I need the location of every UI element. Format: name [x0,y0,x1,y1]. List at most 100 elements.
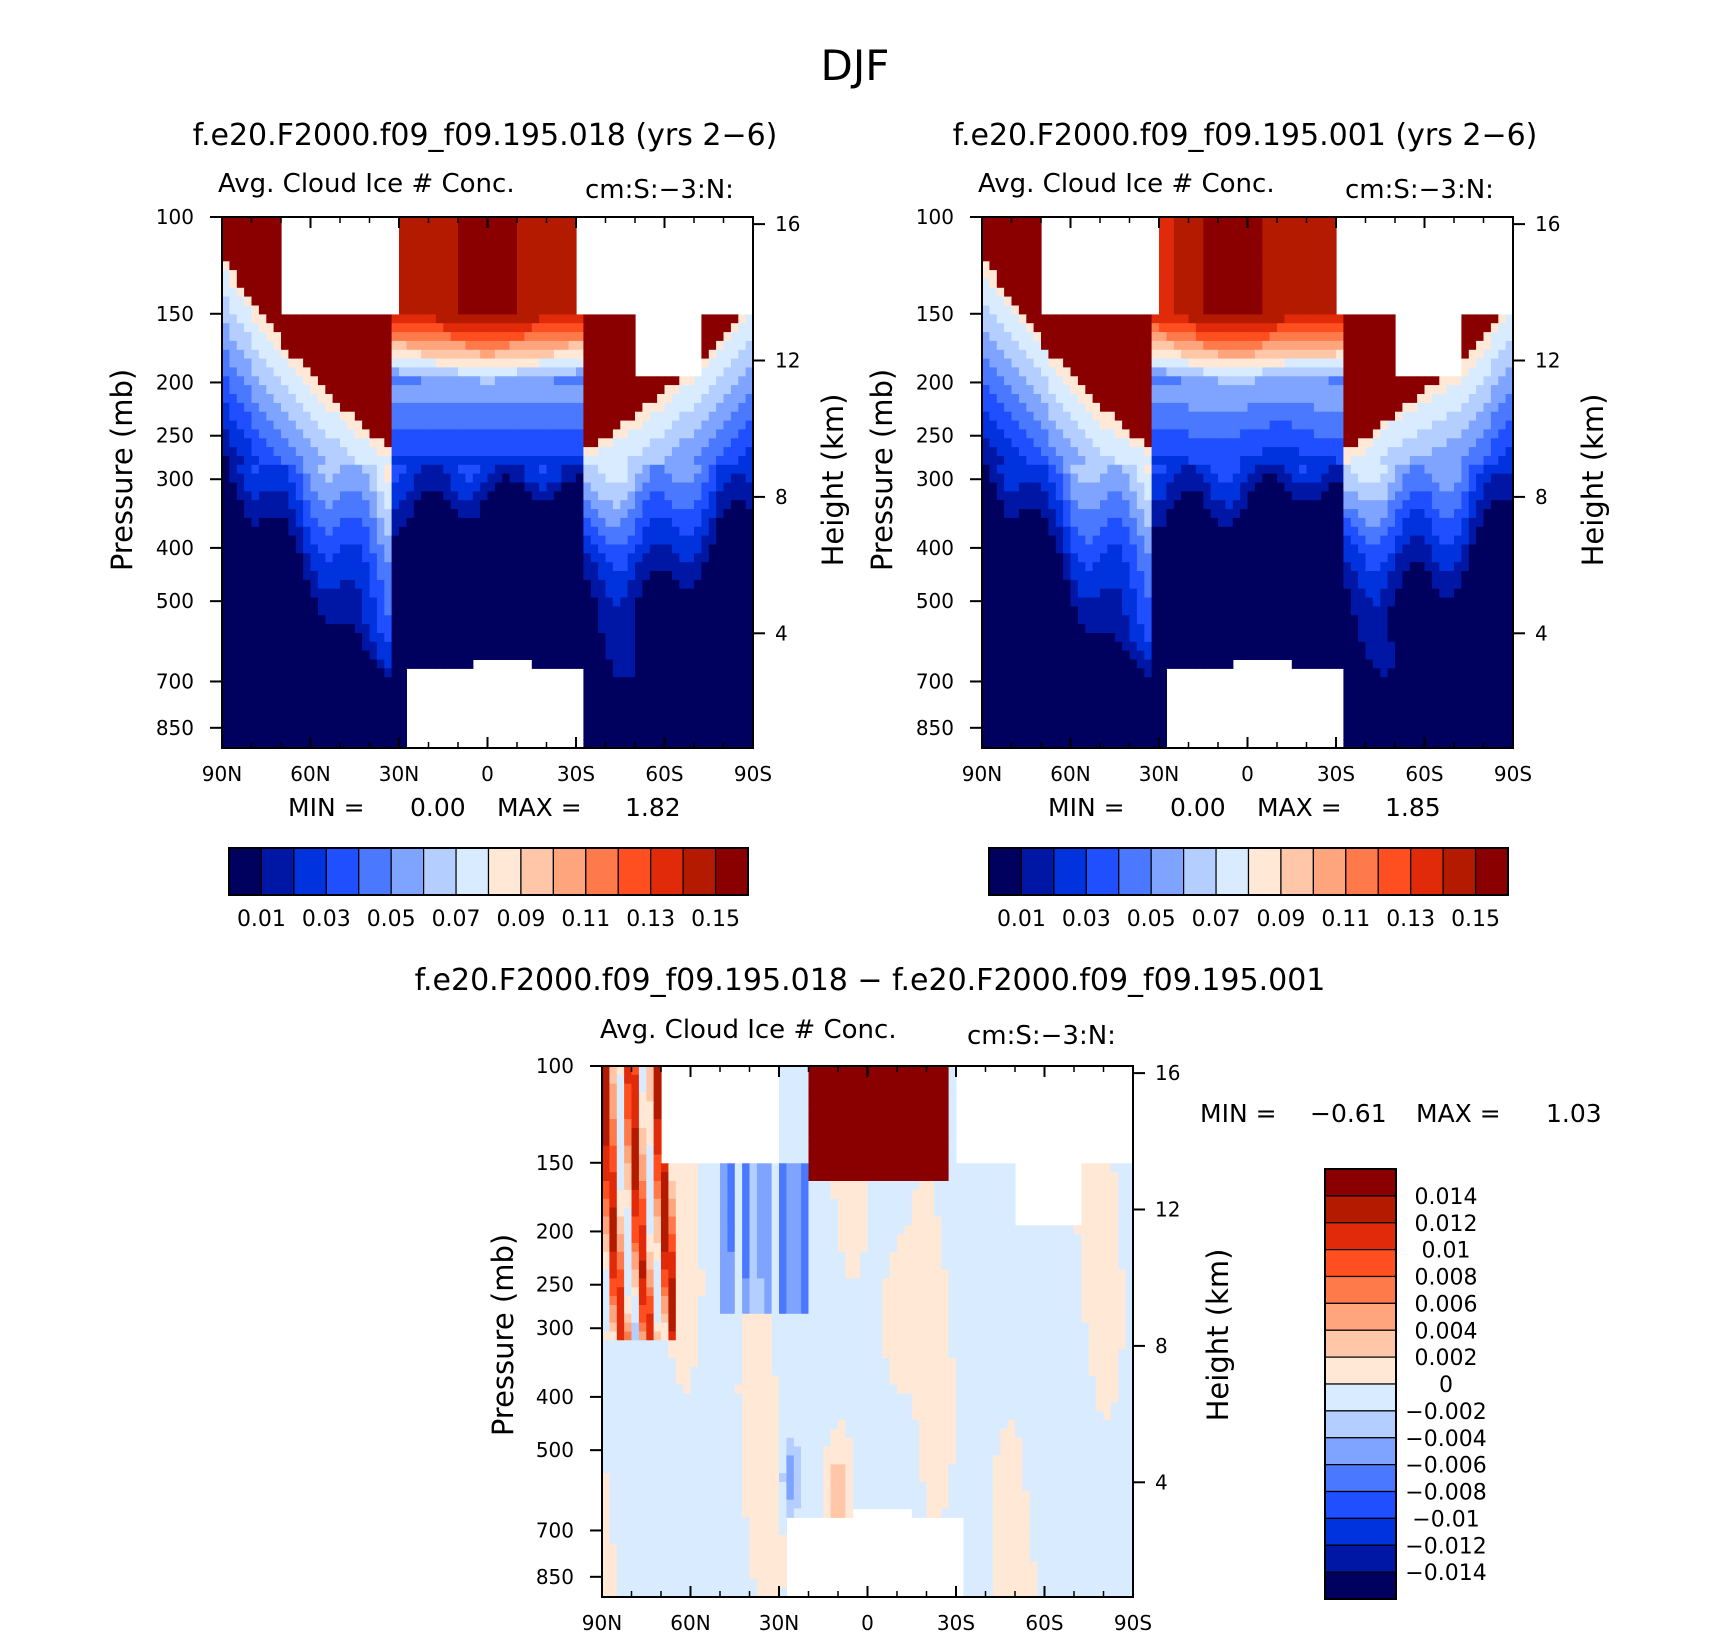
field-cell [1476,340,1485,351]
field-cell [443,641,452,652]
field-cell [273,739,282,749]
field-cell [1299,385,1308,395]
field-cell [421,447,430,457]
field-cell [428,323,437,333]
field-cell [539,367,548,377]
field-cell [509,411,518,422]
field-cell [421,402,430,413]
field-cell [458,349,466,360]
field-cell [989,385,998,395]
field-cell [627,385,636,395]
field-cell [458,571,466,581]
field-cell [487,562,496,572]
field-cell [1262,278,1271,289]
field-cell [317,615,326,625]
field-cell [480,553,489,563]
field-cell [553,367,562,377]
field-cell [1284,402,1293,413]
colorbar-swatch [682,847,717,896]
field-cell [391,677,400,687]
field-cell [1350,402,1359,413]
field-cell [244,482,253,492]
field-cell [1026,225,1035,236]
field-cell [982,394,990,404]
field-cell [1077,358,1086,368]
field-cell [539,278,548,289]
field-cell [1188,278,1197,289]
field-cell [494,447,503,457]
field-cell [1269,358,1278,368]
field-cell [421,641,430,652]
field-cell [303,438,312,448]
field-cell [686,376,695,386]
field-cell [1144,402,1153,413]
field-cell [391,624,400,634]
field-cell [576,429,584,439]
field-cell [649,385,658,395]
field-cell [989,349,998,360]
field-cell [303,526,312,537]
field-cell [258,686,267,696]
field-cell [583,641,592,652]
field-cell [1122,314,1131,324]
field-cell [1055,420,1064,430]
field-cell [480,323,489,333]
field-cell [435,615,444,625]
field-cell [266,252,275,262]
field-cell [1181,287,1190,298]
field-cell [288,411,297,422]
field-cell [458,429,466,439]
field-cell [325,340,334,351]
field-cell [244,473,253,483]
y2-tick-label: 4 [775,621,788,645]
field-cell [1402,402,1411,413]
field-cell [686,438,695,448]
field-cell [1291,376,1300,386]
field-cell [1085,349,1094,360]
field-cell [399,278,407,289]
field-cell [236,323,245,333]
field-cell [1343,332,1352,342]
field-cell [317,553,326,563]
field-cell [229,261,238,271]
colorbar-swatch [228,847,263,896]
field-cell [1092,429,1101,439]
field-cell [553,562,562,572]
field-cell [229,606,238,616]
field-cell [1159,225,1167,236]
field-cell [332,314,341,324]
field-cell [1269,278,1278,289]
field-cell [1498,376,1507,386]
field-cell [236,624,245,634]
field-cell [428,305,437,315]
field-cell [568,624,577,634]
field-cell [539,464,548,475]
field-cell [325,694,334,705]
field-cell [1018,225,1027,236]
field-cell [738,411,747,422]
field-cell [244,677,253,687]
field-cell [664,615,673,625]
field-cell [598,394,607,404]
field-cell [428,633,437,643]
field-cell [723,544,732,554]
field-cell [1476,420,1485,430]
field-cell [325,633,334,643]
field-cell [1026,402,1035,413]
field-cell [1299,402,1308,413]
field-cell [391,553,400,563]
field-cell [244,296,253,306]
field-cell [428,261,437,271]
field-cell [694,633,702,643]
field-cell [509,509,518,519]
field-cell [539,358,548,368]
field-cell [295,402,304,413]
field-cell [553,650,562,660]
field-cell [428,394,437,404]
field-cell [982,420,990,430]
field-cell [1232,429,1241,439]
field-cell [502,571,511,581]
field-cell [517,544,525,554]
field-cell [435,641,444,652]
field-cell [362,473,371,483]
